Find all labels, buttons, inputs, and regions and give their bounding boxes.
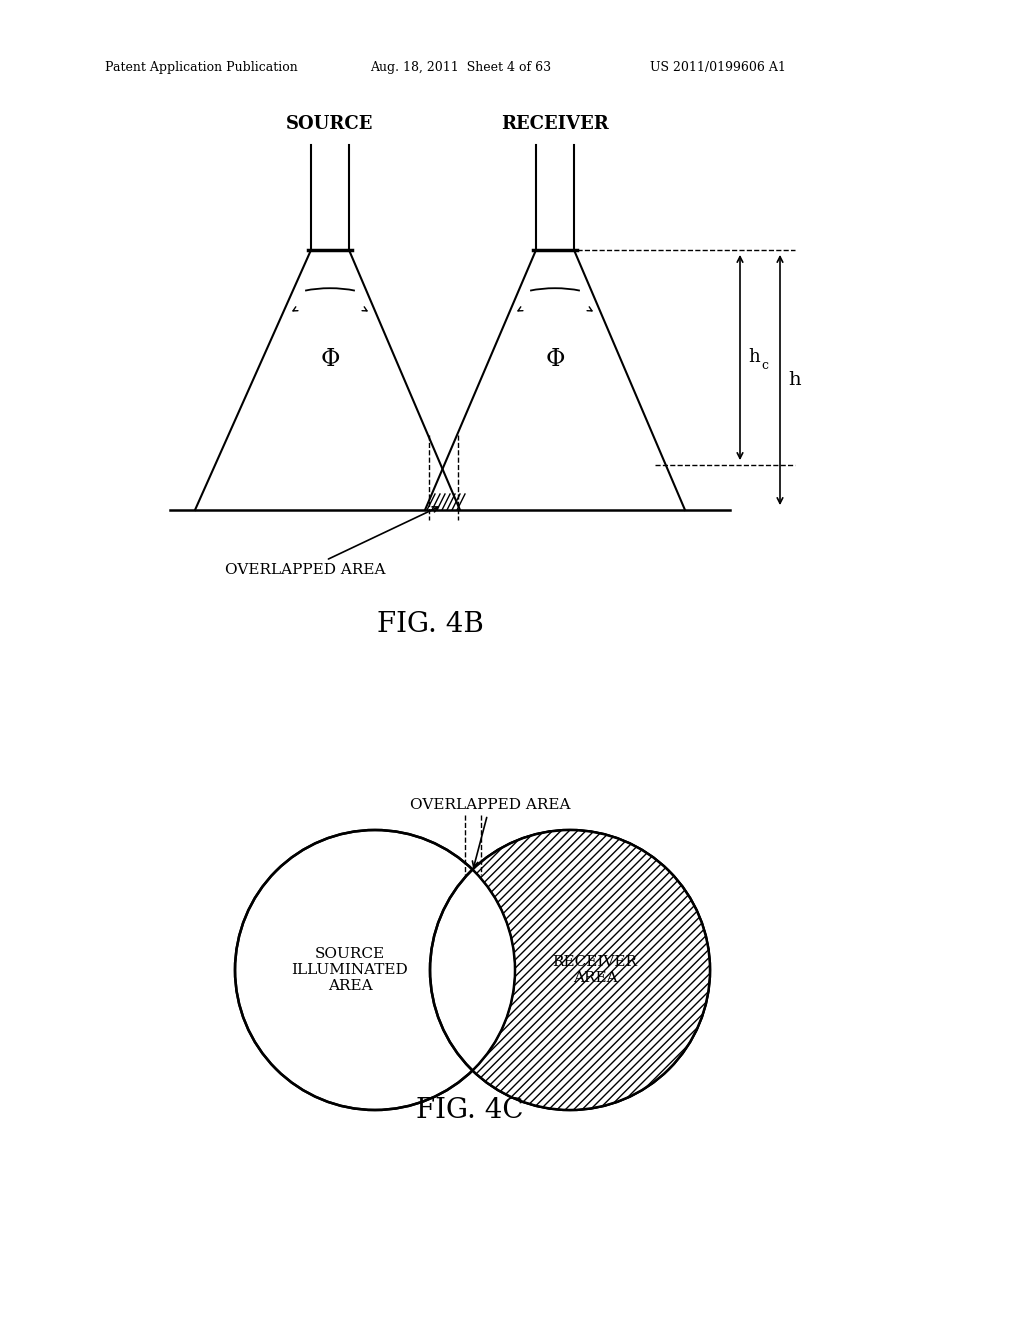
Text: SOURCE
ILLUMINATED
AREA: SOURCE ILLUMINATED AREA <box>292 946 409 993</box>
Ellipse shape <box>430 830 710 1110</box>
Text: Aug. 18, 2011  Sheet 4 of 63: Aug. 18, 2011 Sheet 4 of 63 <box>370 62 551 74</box>
Text: OVERLAPPED AREA: OVERLAPPED AREA <box>225 507 438 577</box>
Text: h: h <box>748 348 760 367</box>
Text: c: c <box>761 359 768 372</box>
Text: US 2011/0199606 A1: US 2011/0199606 A1 <box>650 62 785 74</box>
Polygon shape <box>472 830 710 1110</box>
Text: FIG. 4B: FIG. 4B <box>377 611 483 639</box>
Text: h: h <box>788 371 801 389</box>
Text: Patent Application Publication: Patent Application Publication <box>105 62 298 74</box>
Text: OVERLAPPED AREA: OVERLAPPED AREA <box>410 799 570 867</box>
Text: Φ: Φ <box>546 348 564 371</box>
Text: RECEIVER
AREA: RECEIVER AREA <box>553 954 638 985</box>
Text: RECEIVER: RECEIVER <box>501 115 609 133</box>
Ellipse shape <box>234 830 515 1110</box>
Text: SOURCE: SOURCE <box>287 115 374 133</box>
Text: FIG. 4C: FIG. 4C <box>416 1097 523 1123</box>
Text: Φ: Φ <box>321 348 340 371</box>
